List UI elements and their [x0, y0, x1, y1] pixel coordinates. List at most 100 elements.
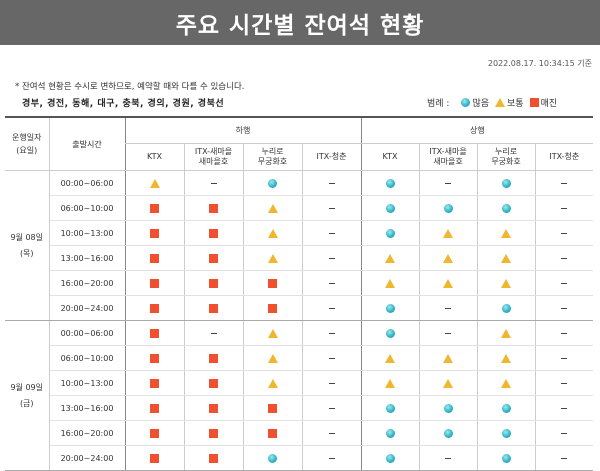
circle-icon: [501, 303, 511, 313]
status-cell: [183, 170, 243, 196]
time-cell: 20:00~24:00: [49, 295, 125, 321]
train-type-itx-cheongchun-header: ITX-청춘: [534, 143, 594, 171]
status-cell: [242, 420, 302, 446]
status-cell: [534, 245, 594, 271]
legend-item-label: 보통: [507, 99, 524, 109]
dash-icon: [210, 332, 217, 334]
status-cell: [242, 195, 302, 221]
status-cell: [534, 395, 594, 421]
status-cell: [242, 170, 302, 196]
status-cell: [301, 345, 362, 371]
routes-text: 경부, 경전, 동해, 대구, 충북, 경의, 경원, 경북선: [22, 99, 225, 109]
triangle-icon: [501, 228, 512, 238]
status-cell: [242, 295, 302, 321]
status-cell: [476, 320, 536, 346]
legend-label: 범례 :: [427, 99, 450, 109]
square-icon: [209, 378, 218, 388]
status-cell: [418, 395, 478, 421]
time-cell: 00:00~06:00: [49, 320, 125, 346]
status-cell: [418, 195, 478, 221]
square-icon: [209, 303, 218, 313]
dash-icon: [561, 357, 568, 359]
train-type-itx-saemaeul-header: ITX-새마을 새마을호: [183, 143, 243, 171]
circle-icon: [385, 453, 395, 463]
time-cell: 16:00~20:00: [49, 270, 125, 296]
status-cell: [360, 320, 420, 346]
dash-icon: [328, 382, 335, 384]
square-icon: [150, 303, 159, 313]
status-cell: [418, 170, 478, 196]
circle-icon: [501, 453, 511, 463]
square-icon: [209, 428, 218, 438]
square-icon: [150, 403, 159, 413]
status-cell: [124, 195, 184, 221]
status-cell: [183, 370, 243, 396]
square-icon: [150, 453, 159, 463]
status-cell: [301, 395, 362, 421]
train-type-itx-saemaeul-header: ITX-새마을 새마을호: [418, 143, 478, 171]
triangle-icon: [501, 378, 512, 388]
table-row: 9월 09일 (금) 00:00~06:00: [5, 320, 594, 471]
dash-icon: [561, 382, 568, 384]
table-row: 9월 08일 (목) 00:00~06:00: [5, 170, 594, 321]
train-type-ktx-header: KTX: [360, 143, 420, 171]
dash-icon: [561, 432, 568, 434]
status-cell: [360, 445, 420, 471]
table-row: 16:00~20:00: [5, 420, 594, 446]
circle-icon: [501, 428, 511, 438]
time-cell: 16:00~20:00: [49, 420, 125, 446]
table-row: 10:00~13:00: [5, 220, 594, 246]
triangle-icon: [501, 328, 512, 338]
status-cell: [418, 445, 478, 471]
dash-icon: [561, 207, 568, 209]
status-cell: [418, 370, 478, 396]
status-cell: [534, 195, 594, 221]
status-cell: [360, 270, 420, 296]
status-cell: [183, 420, 243, 446]
status-cell: [183, 195, 243, 221]
triangle-icon: [443, 278, 454, 288]
status-cell: [301, 220, 362, 246]
triangle-icon: [267, 353, 278, 363]
status-cell: [301, 295, 362, 321]
status-cell: [360, 170, 420, 196]
time-cell: 20:00~24:00: [49, 445, 125, 471]
status-cell: [242, 245, 302, 271]
status-cell: [242, 395, 302, 421]
status-cell: [476, 295, 536, 321]
time-cell: 00:00~06:00: [49, 170, 125, 196]
status-cell: [242, 345, 302, 371]
dash-icon: [445, 307, 452, 309]
status-cell: [124, 295, 184, 321]
status-cell: [360, 195, 420, 221]
status-cell: [360, 220, 420, 246]
triangle-icon: [267, 253, 278, 263]
status-cell: [534, 295, 594, 321]
dash-icon: [561, 282, 568, 284]
dash-icon: [561, 182, 568, 184]
status-cell: [534, 370, 594, 396]
circle-icon: [501, 403, 511, 413]
square-icon: [209, 203, 218, 213]
legend: 범례 : 많음 보통 매진: [427, 96, 563, 109]
status-cell: [534, 220, 594, 246]
status-cell: [360, 345, 420, 371]
table-row: 13:00~16:00: [5, 395, 594, 421]
legend-item-many: 많음: [461, 96, 489, 109]
circle-icon: [385, 203, 395, 213]
status-cell: [124, 445, 184, 471]
status-cell: [360, 370, 420, 396]
triangle-icon: [267, 378, 278, 388]
triangle-icon: [149, 178, 160, 188]
dash-icon: [561, 407, 568, 409]
circle-icon: [385, 403, 395, 413]
status-cell: [183, 220, 243, 246]
page-title: 주요 시간별 잔여석 현황: [0, 0, 600, 45]
status-cell: [242, 220, 302, 246]
triangle-icon: [267, 203, 278, 213]
triangle-icon: [443, 228, 454, 238]
status-cell: [301, 320, 362, 346]
dash-icon: [328, 257, 335, 259]
status-cell: [476, 170, 536, 196]
triangle-icon: [385, 353, 396, 363]
